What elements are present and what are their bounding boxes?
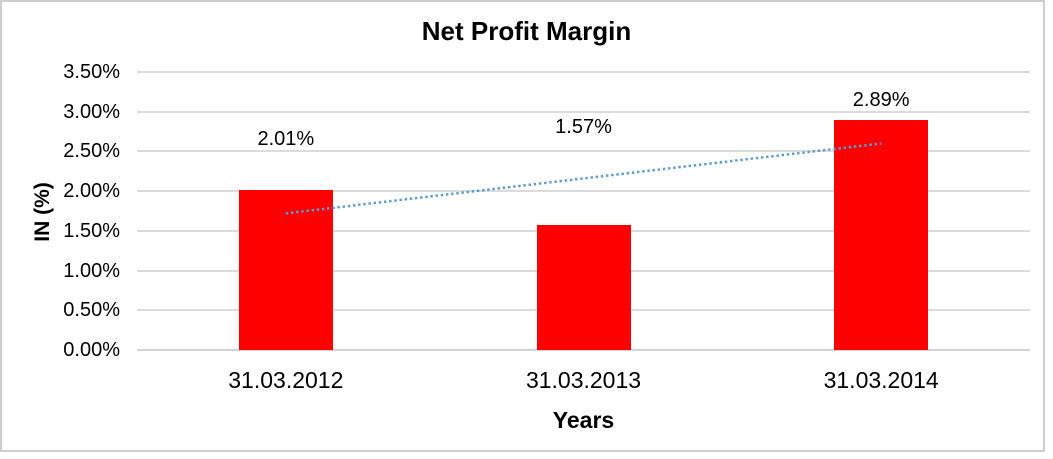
y-tick-label: 1.00%: [63, 259, 120, 282]
bar-31.03.2014: [834, 120, 929, 350]
x-axis-line: [137, 349, 1030, 351]
trendline-path: [285, 142, 882, 215]
bar-31.03.2013: [536, 225, 631, 350]
gridline: [137, 190, 1030, 193]
bar-value-label: 1.57%: [555, 116, 612, 139]
x-axis-title: Years: [552, 407, 615, 433]
y-tick-label: 2.50%: [63, 140, 120, 163]
y-tick-label: 3.50%: [63, 61, 120, 83]
x-category-label: 31.03.2013: [525, 367, 642, 393]
trendline: [285, 142, 882, 215]
x-category-label: 31.03.2012: [228, 367, 344, 393]
y-tick-label: 2.00%: [63, 180, 120, 203]
bar-value-label: 2.01%: [257, 128, 315, 151]
chart-title: Net Profit Margin: [421, 16, 632, 46]
bar-31.03.2012: [238, 190, 333, 350]
gridline: [137, 110, 1030, 113]
y-tick-label: 1.50%: [63, 219, 120, 242]
x-category-label: 31.03.2014: [823, 367, 939, 393]
y-tick-label: 3.00%: [63, 100, 120, 123]
gridline: [137, 150, 1030, 153]
y-tick-label: 0.50%: [63, 299, 120, 322]
bar-value-label: 2.89%: [852, 89, 910, 112]
gridline: [137, 71, 1030, 73]
y-tick-label: 0.00%: [63, 339, 120, 361]
